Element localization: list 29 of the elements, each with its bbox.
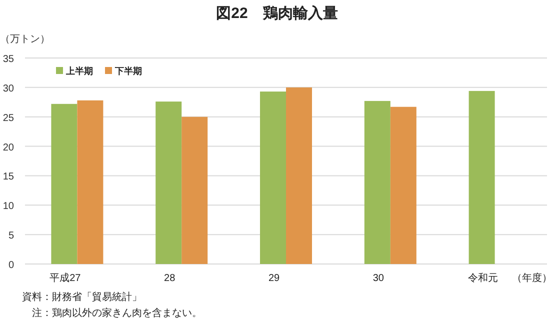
y-tick-label: 5 <box>8 230 14 242</box>
bar <box>468 90 495 264</box>
bar <box>364 100 390 264</box>
text: 資料：財務省「貿易統計」 <box>22 291 142 303</box>
text: 注：鶏肉以外の家きん肉を含まない。 <box>22 307 202 319</box>
bar <box>286 87 312 264</box>
x-tick-label: 令和元 <box>468 272 498 284</box>
x-axis-title: （年度） <box>512 272 552 284</box>
y-tick-label: 0 <box>8 260 14 271</box>
x-tick-label: 28 <box>164 273 176 284</box>
y-tick-label: 10 <box>2 201 14 212</box>
legend-label: 下半期 <box>114 66 142 76</box>
y-tick-label: 35 <box>2 54 14 65</box>
legend-label: 上半期 <box>65 66 93 76</box>
y-axis-title: （万トン） <box>0 34 50 45</box>
y-tick-label: 30 <box>2 83 14 94</box>
y-tick-label: 15 <box>2 172 14 183</box>
chart-title: 図22 鶏肉輸入量 <box>216 5 338 22</box>
bar <box>390 106 416 264</box>
bar <box>182 116 208 264</box>
bar <box>260 92 286 264</box>
y-tick-label: 20 <box>2 142 14 154</box>
bar <box>51 104 78 264</box>
x-tick-label: 30 <box>372 273 384 284</box>
x-tick-label: 29 <box>268 273 280 284</box>
y-tick-label: 25 <box>2 112 14 124</box>
bar <box>77 100 104 264</box>
x-tick-label: 平成27 <box>50 272 82 284</box>
bar <box>156 102 182 264</box>
